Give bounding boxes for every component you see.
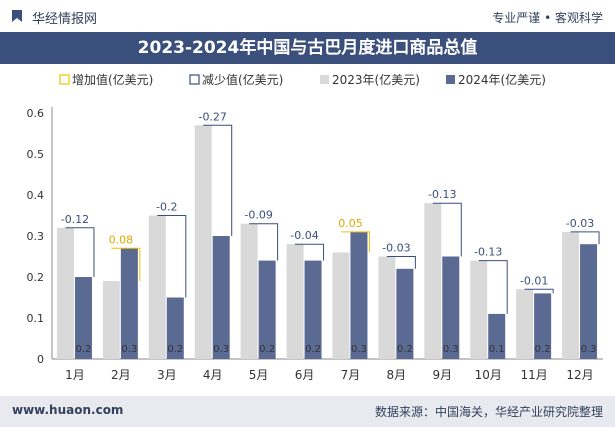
y-tick-label: 0.5 [27, 148, 45, 161]
difference-label: -0.04 [290, 229, 318, 242]
bar-2024-value-label: 0.3 [213, 344, 229, 355]
difference-label: 0.08 [109, 233, 134, 246]
y-tick-label: 0.1 [27, 312, 45, 325]
y-tick-label: 0.3 [27, 230, 45, 243]
bar-2023 [332, 252, 350, 359]
x-tick-label: 7月 [341, 368, 361, 382]
y-tick-label: 0.4 [27, 189, 45, 202]
decrease-bracket [386, 256, 416, 269]
legend-label-2024: 2024年(亿美元) [458, 72, 546, 87]
x-tick-label: 12月 [566, 368, 593, 382]
chart-title: 2023-2024年中国与古巴月度进口商品总值 [137, 38, 478, 58]
bar-2024-value-label: 0.2 [259, 344, 275, 355]
chart-area: 0 0.1 0.2 0.3 0.4 0.5 0.6 增加值(亿美元) 减少值(亿美元) 2023年… [27, 72, 603, 382]
bar-2024-value-label: 0.3 [351, 344, 367, 355]
bar-2024 [396, 268, 414, 359]
bar-2023 [56, 227, 74, 359]
x-tick-label: 5月 [249, 368, 269, 382]
decrease-bracket [249, 223, 279, 261]
legend-label-increase: 增加值(亿美元) [72, 72, 153, 87]
slogan: 专业严谨 • 客观科学 [492, 11, 603, 25]
bar-2024 [120, 248, 138, 359]
x-tick-label: 1月 [65, 368, 85, 382]
bar-2024-value-label: 0.1 [489, 344, 505, 355]
top-bar: 华经情报网 专业严谨 • 客观科学 [0, 0, 615, 32]
bar-2024 [258, 260, 276, 359]
difference-label: -0.27 [198, 110, 226, 123]
bar-2023 [148, 215, 166, 359]
legend-swatch-increase [59, 74, 70, 85]
bar-2024 [166, 297, 184, 359]
legend-swatch-decrease [189, 74, 200, 85]
difference-label: -0.13 [428, 188, 456, 201]
bar-2024-value-label: 0.2 [167, 344, 183, 355]
bar-2024-value-label: 0.2 [397, 344, 413, 355]
data-source: 数据来源：中国海关，华经产业研究院整理 [374, 405, 603, 419]
bar-2024-value-label: 0.2 [305, 344, 321, 355]
increase-bracket [111, 247, 141, 282]
x-tick-label: 2月 [111, 368, 131, 382]
difference-label: -0.01 [520, 274, 548, 287]
difference-label: -0.09 [244, 209, 272, 222]
increase-bracket [340, 231, 370, 253]
decrease-bracket [432, 202, 462, 257]
bar-2023 [378, 256, 396, 359]
footer-bar: www.huaon.com 数据来源：中国海关，华经产业研究院整理 [0, 396, 615, 427]
difference-label: 0.05 [338, 217, 363, 230]
bar-2023 [516, 289, 534, 359]
bar-2024-value-label: 0.2 [535, 344, 551, 355]
bar-2024 [74, 277, 92, 359]
bar-2023 [562, 231, 580, 359]
decrease-bracket [157, 215, 187, 298]
bar-2024-value-label: 0.3 [121, 344, 137, 355]
bar-2023 [102, 281, 120, 359]
x-tick-label: 6月 [295, 368, 315, 382]
bar-2023 [470, 260, 488, 359]
bar-2024-value-label: 0.3 [581, 344, 597, 355]
bar-2023 [240, 223, 258, 359]
x-tick-label: 8月 [387, 368, 407, 382]
decrease-bracket [65, 227, 95, 277]
bar-2023 [286, 244, 304, 359]
difference-label: -0.03 [566, 217, 594, 230]
decrease-bracket [478, 260, 508, 314]
bar-2023 [194, 125, 212, 359]
y-tick-label: 0 [37, 353, 44, 366]
y-tick-label: 0.2 [27, 271, 45, 284]
legend-label-2023: 2023年(亿美元) [332, 72, 420, 87]
bar-2024 [442, 256, 460, 359]
legend-label-decrease: 减少值(亿美元) [202, 72, 283, 87]
bookmark-logo-icon [12, 10, 22, 22]
decrease-bracket [524, 288, 554, 294]
x-tick-label: 10月 [475, 368, 502, 382]
difference-label: -0.03 [382, 242, 410, 255]
difference-label: -0.12 [61, 213, 89, 226]
difference-label: -0.13 [474, 246, 502, 259]
x-tick-label: 9月 [432, 368, 452, 382]
bar-2024-value-label: 0.3 [443, 344, 459, 355]
difference-label: -0.2 [156, 201, 177, 214]
x-tick-label: 4月 [203, 368, 223, 382]
decrease-bracket [295, 243, 325, 261]
title-bar: 2023-2024年中国与古巴月度进口商品总值 [0, 32, 615, 64]
x-tick-label: 3月 [157, 368, 177, 382]
bar-2024 [534, 293, 552, 359]
decrease-bracket [570, 231, 600, 245]
legend-swatch-2024 [446, 75, 455, 84]
bar-2024 [212, 236, 230, 359]
bar-2024-value-label: 0.2 [76, 344, 92, 355]
bar-2024 [580, 244, 598, 359]
y-tick-label: 0.6 [27, 107, 45, 120]
brand-name: 华经情报网 [32, 12, 98, 27]
bar-2024 [304, 260, 322, 359]
legend-swatch-2023 [320, 75, 329, 84]
bar-2023 [424, 203, 442, 359]
decrease-bracket [203, 124, 233, 236]
footer-url[interactable]: www.huaon.com [12, 403, 124, 417]
bar-2024 [488, 313, 506, 359]
x-tick-label: 11月 [520, 368, 547, 382]
bar-2024 [350, 231, 368, 359]
